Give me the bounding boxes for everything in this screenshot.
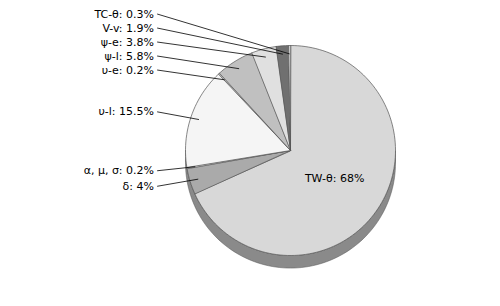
svg-text:TW-θ: 68%: TW-θ: 68% xyxy=(304,172,365,185)
svg-text:ψ-e: 3.8%: ψ-e: 3.8% xyxy=(101,36,154,49)
svg-text:α, μ, σ: 0.2%: α, μ, σ: 0.2% xyxy=(84,164,154,177)
svg-text:υ-e: 0.2%: υ-e: 0.2% xyxy=(102,64,154,77)
svg-text:δ: 4%: δ: 4% xyxy=(123,180,154,193)
svg-text:υ-l: 15.5%: υ-l: 15.5% xyxy=(98,105,154,118)
svg-text:TC-θ: 0.3%: TC-θ: 0.3% xyxy=(93,8,154,21)
svg-text:V-v: 1.9%: V-v: 1.9% xyxy=(102,22,154,35)
svg-text:ψ-l: 5.8%: ψ-l: 5.8% xyxy=(105,50,154,63)
